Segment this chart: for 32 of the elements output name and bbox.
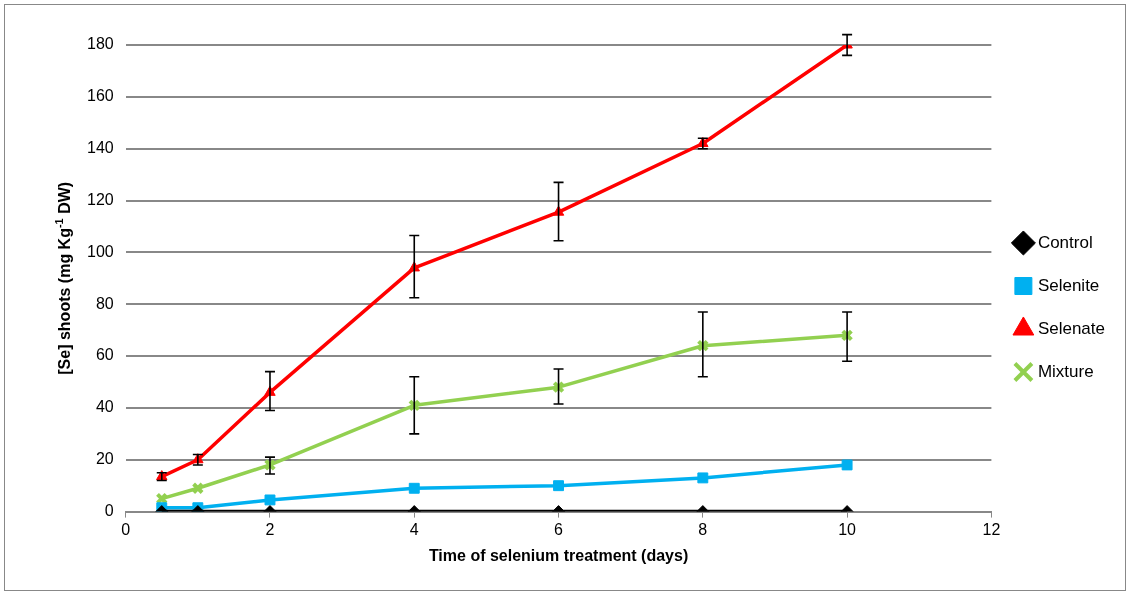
point <box>155 492 169 505</box>
point <box>840 329 854 342</box>
legend-label: Selenite <box>1037 275 1100 295</box>
y-tick-label: 100 <box>86 242 114 260</box>
x-tick-label: 10 <box>838 520 857 538</box>
point <box>841 459 853 471</box>
y-tick-label: 180 <box>86 35 114 53</box>
y-tick-label: 120 <box>86 190 114 208</box>
x-tick-label: 6 <box>554 520 564 538</box>
point <box>264 494 276 506</box>
y-tick-label: 140 <box>86 139 114 157</box>
y-tick-label: 160 <box>86 87 114 105</box>
legend-label: Selenate <box>1037 318 1106 338</box>
y-tick-label: 80 <box>95 294 114 312</box>
x-axis-title: Time of selenium treatment (days) <box>428 546 689 564</box>
point <box>696 339 710 352</box>
x-tick-label: 0 <box>121 520 131 538</box>
y-axis-title: [Se] shoots (mg Kg-1 DW) <box>52 181 74 375</box>
x-tick-label: 8 <box>698 520 708 538</box>
point <box>553 480 564 492</box>
y-tick-label: 40 <box>95 398 114 416</box>
x-tick-label: 12 <box>982 520 1001 538</box>
x-tick-label: 4 <box>409 520 419 538</box>
point <box>408 482 420 494</box>
y-tick-label: 60 <box>95 346 114 364</box>
y-tick-label: 20 <box>95 450 114 468</box>
point <box>191 482 205 495</box>
legend-label: Mixture <box>1037 361 1094 381</box>
point <box>697 472 709 484</box>
x-tick-label: 2 <box>265 520 275 538</box>
legend-label: Control <box>1037 232 1093 252</box>
y-tick-label: 0 <box>104 502 114 520</box>
